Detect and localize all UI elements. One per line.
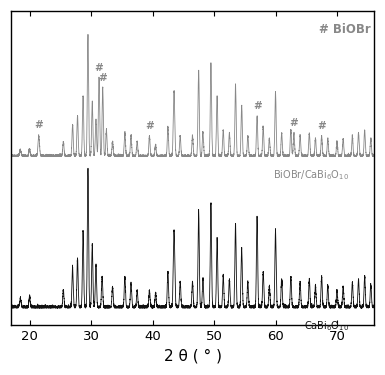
Text: BiOBr/CaBi$_6$O$_{10}$: BiOBr/CaBi$_6$O$_{10}$ [273, 168, 349, 182]
Text: #: # [290, 118, 298, 128]
Text: #: # [99, 73, 107, 82]
Text: CaBi$_6$O$_{10}$: CaBi$_6$O$_{10}$ [305, 320, 349, 333]
X-axis label: 2 θ ( ° ): 2 θ ( ° ) [164, 349, 221, 364]
Text: #: # [317, 121, 326, 131]
Text: #: # [95, 63, 103, 73]
Text: #: # [253, 102, 261, 111]
Text: # BiOBr: # BiOBr [319, 23, 371, 36]
Text: #: # [145, 121, 154, 131]
Text: #: # [34, 120, 43, 130]
